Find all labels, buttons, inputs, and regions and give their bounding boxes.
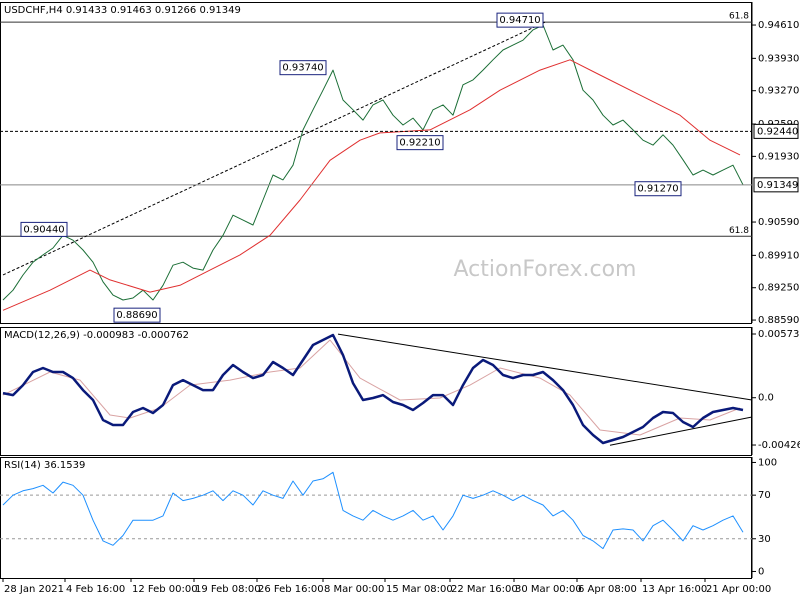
watermark: ActionForex.com	[454, 257, 637, 282]
series-line	[2, 24, 744, 301]
y-tick-label: 0.91930	[758, 151, 799, 162]
panel-frame	[0, 457, 752, 579]
y-tick-label: 0.0	[758, 393, 774, 404]
price-label: 0.92440	[757, 126, 798, 137]
x-tick-label: 26 Feb 16:00	[258, 584, 324, 595]
panel-title: MACD(12,26,9) -0.000983 -0.000762	[4, 330, 189, 341]
annotation-box	[20, 221, 68, 237]
annotation-label: 0.94710	[499, 15, 540, 26]
annotation-label: 0.90440	[23, 224, 64, 235]
annotation-label: 0.93740	[282, 63, 323, 74]
x-tick-label: 22 Mar 16:00	[451, 584, 518, 595]
annotation-box	[496, 12, 544, 28]
series-line	[2, 471, 744, 550]
x-tick-label: 13 Apr 16:00	[642, 584, 707, 595]
y-tick-label: 0.89250	[758, 283, 799, 294]
x-tick-label: 19 Feb 08:00	[195, 584, 261, 595]
price-label-box	[753, 123, 799, 139]
trend-line	[2, 21, 546, 276]
fib-label: 61.8	[729, 226, 749, 236]
y-tick-label: 0.88590	[758, 315, 799, 326]
y-tick-label: 0	[758, 566, 764, 577]
annotation-box	[279, 60, 327, 76]
trend-line	[609, 416, 753, 446]
annotation-label: 0.88690	[116, 310, 157, 321]
price-label-box	[753, 177, 799, 193]
y-tick-label: 0.94610	[758, 20, 799, 31]
annotation-box	[113, 307, 161, 323]
x-tick-label: 28 Jan 2021	[4, 584, 64, 595]
trend-line	[337, 333, 753, 401]
y-tick-label: 0.005739	[758, 329, 800, 340]
y-tick-label: 100	[758, 457, 777, 468]
x-tick-label: 30 Mar 00:00	[515, 584, 582, 595]
y-tick-label: -0.004261	[758, 440, 800, 451]
y-tick-label: 0.90590	[758, 217, 799, 228]
annotation-box	[396, 135, 444, 151]
x-tick-label: 4 Feb 16:00	[66, 584, 125, 595]
price-label: 0.91349	[757, 180, 798, 191]
x-tick-label: 6 Apr 08:00	[578, 584, 637, 595]
annotation-label: 0.92210	[399, 138, 440, 149]
y-tick-label: 30	[758, 534, 771, 545]
panel-frame	[0, 327, 752, 456]
y-tick-label: 0.93930	[758, 53, 799, 64]
series-line	[2, 59, 741, 311]
y-tick-label: 0.93270	[758, 86, 799, 97]
fib-label: 61.8	[729, 12, 749, 22]
y-tick-label: 70	[758, 490, 771, 501]
x-tick-label: 21 Apr 00:00	[706, 584, 771, 595]
x-tick-label: 8 Mar 00:00	[324, 584, 384, 595]
series-line	[2, 333, 744, 445]
y-tick-label: 0.89910	[758, 250, 799, 261]
annotation-box	[634, 181, 682, 197]
annotation-label: 0.91270	[637, 184, 678, 195]
x-tick-label: 15 Mar 08:00	[386, 584, 453, 595]
panel-title: RSI(14) 36.1539	[4, 460, 85, 471]
x-tick-label: 12 Feb 00:00	[132, 584, 198, 595]
panel-frame	[0, 2, 752, 324]
series-line	[2, 339, 741, 436]
panel-title: USDCHF,H4 0.91433 0.91463 0.91266 0.9134…	[4, 5, 241, 16]
